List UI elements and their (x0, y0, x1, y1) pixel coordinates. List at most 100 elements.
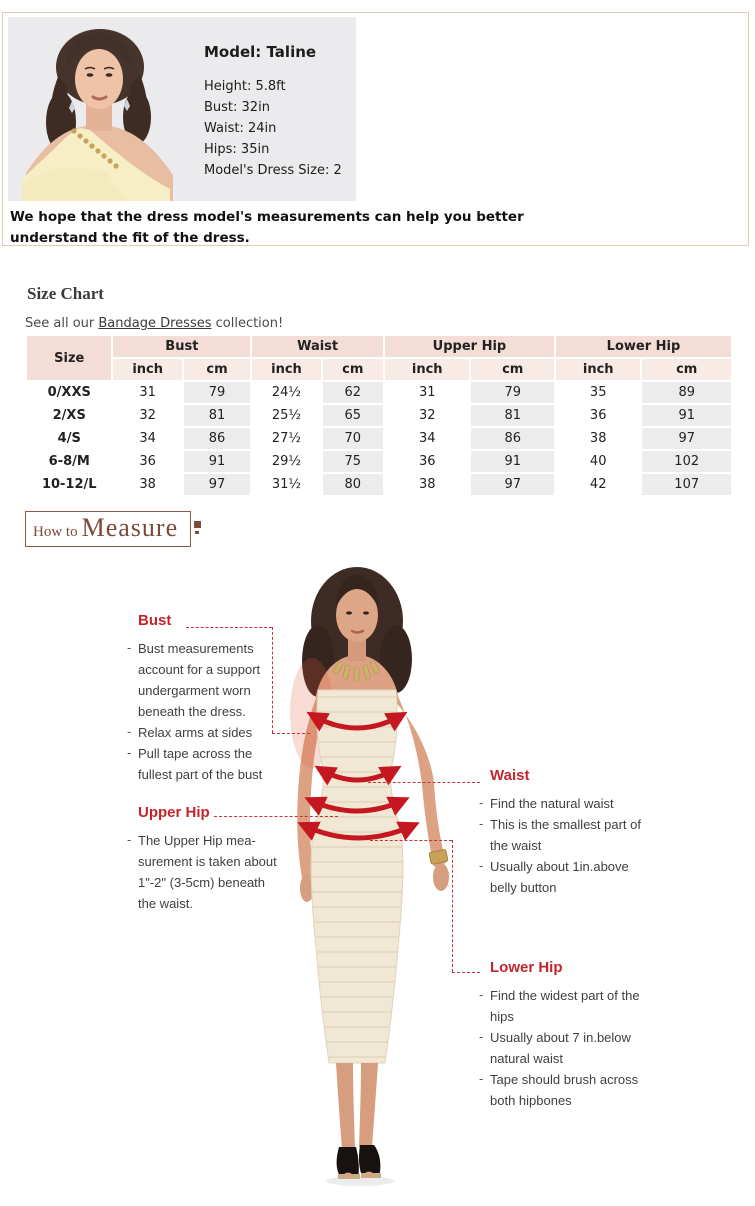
how-to-measure-heading-box: How to Measure (25, 511, 192, 547)
upper-hip-section: Upper Hip The Upper Hip mea-surement is … (126, 804, 283, 914)
unit-header: cm (642, 359, 731, 380)
value-cell: 102 (642, 451, 731, 472)
lower-hip-section-title: Lower Hip (490, 959, 563, 976)
link-suffix-text: collection! (211, 316, 284, 331)
bullet-item: This is the smallest part of the waist (478, 813, 658, 856)
value-cell: 24½ (271, 385, 302, 400)
heading-small-text: How to (33, 524, 78, 540)
value-cell: 32 (418, 408, 436, 423)
necklace (333, 660, 380, 683)
table-unit-header-row: inch cm inch cm inch cm inch cm (27, 359, 731, 380)
value-cell: 107 (642, 474, 731, 495)
size-corner-header: Size (27, 336, 112, 380)
beaded-strap (71, 128, 119, 169)
size-chart-table: Size Bust Waist Upper Hip Lower Hip inch… (25, 334, 733, 497)
size-cell: 4/S (57, 431, 81, 446)
model-stat-dress-size: Model's Dress Size: 2 (204, 163, 342, 178)
measure-figure-illustration (290, 567, 449, 1186)
bullet-item: Find the natural waist (478, 792, 658, 814)
upper-hip-arrow-arc (304, 796, 410, 816)
bust-section: Bust Bust measurements account for a sup… (126, 612, 278, 785)
value-cell: 65 (322, 405, 383, 426)
unit-header: inch (252, 359, 321, 380)
unit-header: inch (555, 359, 641, 380)
value-cell: 91 (183, 451, 251, 472)
value-cell: 36 (418, 454, 436, 469)
bullet-item: Find the widest part of the hips (478, 984, 666, 1027)
model-stat-bust: Bust: 32in (204, 100, 270, 115)
upper-hip-bullet-list: The Upper Hip mea-surement is taken abou… (126, 829, 283, 914)
waist-connector-line (368, 782, 480, 783)
table-group-header-row: Size Bust Waist Upper Hip Lower Hip (27, 336, 731, 380)
bust-arrow-arc (306, 711, 408, 732)
upper-hip-group-header: Upper Hip (384, 336, 554, 357)
table-row: 2/XS 32 81 25½ 65 32 81 36 91 (27, 405, 731, 426)
bandage-dresses-link[interactable]: Bandage Dresses (98, 316, 212, 331)
lower-hip-group-header: Lower Hip (555, 336, 731, 357)
collection-link-line: See all our Bandage Dresses collection! (25, 316, 283, 331)
bullet-item: Relax arms at sides (126, 721, 278, 743)
value-cell: 34 (418, 431, 436, 446)
bullet-item: Usually about 1in.above belly button (478, 855, 658, 898)
measurement-arrow-arcs (297, 711, 420, 841)
bust-section-title: Bust (138, 612, 172, 629)
heading-large-text: Measure (81, 513, 179, 542)
value-cell: 80 (322, 474, 383, 495)
unit-header: cm (183, 359, 251, 380)
table-row: 4/S 34 86 27½ 70 34 86 38 97 (27, 428, 731, 449)
bullet-item: Bust measurements account for a support … (126, 637, 278, 722)
value-cell: 35 (589, 385, 607, 400)
unit-header: inch (384, 359, 470, 380)
value-cell: 75 (322, 451, 383, 472)
value-cell: 89 (642, 382, 731, 403)
value-cell: 25½ (271, 408, 302, 423)
value-cell: 97 (471, 474, 554, 495)
size-cell: 0/XXS (47, 385, 91, 400)
model-name-title: Model: Taline (204, 43, 317, 61)
model-stat-waist: Waist: 24in (204, 121, 277, 136)
value-cell: 81 (183, 405, 251, 426)
value-cell: 38 (418, 477, 436, 492)
model-box-caption: We hope that the dress model's measureme… (10, 209, 524, 246)
waist-group-header: Waist (252, 336, 383, 357)
bullet-item: Tape should brush across both hipbones (478, 1068, 666, 1111)
value-cell: 97 (642, 428, 731, 449)
lower-hip-bullet-list: Find the widest part of the hips Usually… (478, 984, 666, 1111)
value-cell: 38 (589, 431, 607, 446)
model-photo-area: Model: Taline Height: 5.8ft Bust: 32in W… (8, 17, 356, 201)
unit-header: inch (113, 359, 182, 380)
model-stat-height: Height: 5.8ft (204, 79, 286, 94)
bust-connector-line (186, 627, 272, 628)
value-cell: 62 (322, 382, 383, 403)
value-cell: 32 (139, 408, 156, 423)
how-to-measure-heading: How to Measure (25, 511, 202, 547)
value-cell: 36 (589, 408, 607, 423)
lower-hip-arrow-arc (297, 821, 420, 841)
waist-section-title: Waist (490, 767, 530, 784)
lower-hip-connector-line (370, 840, 452, 841)
bullet-item: The Upper Hip mea-surement is taken abou… (126, 829, 283, 914)
heading-decorative-squares (194, 520, 202, 534)
model-info-box: Model: Taline Height: 5.8ft Bust: 32in W… (2, 12, 749, 246)
waist-bullet-list: Find the natural waist This is the small… (478, 792, 658, 898)
model-stats: Model: Taline Height: 5.8ft Bust: 32in W… (188, 17, 342, 201)
upper-hip-connector-line (214, 816, 338, 817)
waist-section: Waist Find the natural waist This is the… (478, 767, 658, 898)
value-cell: 31 (418, 385, 436, 400)
value-cell: 91 (471, 451, 554, 472)
measure-diagram: Bust Bust measurements account for a sup… (0, 557, 755, 1206)
unit-header: cm (471, 359, 554, 380)
value-cell: 86 (471, 428, 554, 449)
size-cell: 6-8/M (48, 454, 90, 469)
size-chart-heading: Size Chart (27, 284, 104, 303)
size-cell: 2/XS (52, 408, 86, 423)
value-cell: 91 (642, 405, 731, 426)
table-row: 6-8/M 36 91 29½ 75 36 91 40 102 (27, 451, 731, 472)
bullet-item: Pull tape across the fullest part of the… (126, 742, 278, 785)
unit-header: cm (322, 359, 383, 380)
value-cell: 97 (183, 474, 251, 495)
upper-hip-section-title: Upper Hip (138, 804, 210, 821)
link-prefix-text: See all our (25, 316, 99, 331)
value-cell: 31½ (271, 477, 302, 492)
